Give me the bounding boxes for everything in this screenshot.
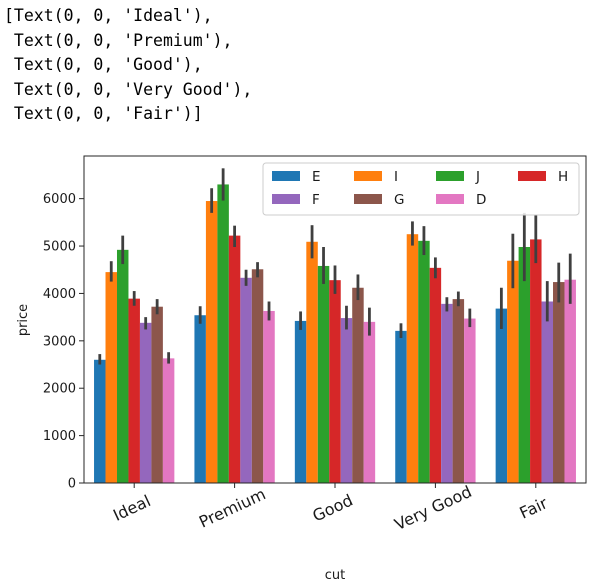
- bar-D-Fair: [564, 279, 576, 483]
- x-tick-label: Fair: [517, 493, 551, 522]
- bar-E-Premium: [194, 315, 206, 483]
- bar-I-Fair: [507, 260, 519, 483]
- bar-G-Premium: [251, 269, 264, 483]
- legend-label-J: J: [475, 169, 480, 185]
- error-bars-layer: [98, 168, 572, 365]
- output-line: Text(0, 0, 'Fair')]: [4, 104, 203, 124]
- y-axis-label: price: [16, 304, 31, 336]
- bar-J-Good: [317, 265, 330, 483]
- bar-I-Premium: [205, 201, 218, 484]
- y-tick-label: 0: [68, 477, 76, 492]
- legend-label-D: D: [476, 192, 486, 208]
- y-tick-label: 6000: [43, 192, 76, 207]
- bar-F-Ideal: [139, 322, 152, 483]
- output-line: Text(0, 0, 'Premium'),: [4, 30, 233, 50]
- bar-G-Very Good: [452, 299, 465, 483]
- bar-H-Fair: [530, 239, 542, 483]
- output-line: Text(0, 0, 'Very Good'),: [4, 79, 253, 99]
- x-tick-label: Ideal: [110, 491, 153, 525]
- legend-frame: [262, 162, 580, 216]
- x-axis: Ideal Premium Good Very Good Fair: [110, 482, 551, 534]
- output-line: [Text(0, 0, 'Ideal'),: [4, 6, 213, 25]
- legend-label-I: I: [394, 169, 398, 185]
- bar-D-Good: [363, 321, 376, 483]
- y-tick-label: 3000: [43, 334, 76, 349]
- bar-H-Very Good: [429, 267, 442, 483]
- legend-swatch-H: [518, 171, 546, 181]
- bar-E-Very Good: [395, 330, 407, 483]
- cell-output-text: [Text(0, 0, 'Ideal'), Text(0, 0, 'Premiu…: [4, 4, 252, 127]
- bar-G-Good: [352, 287, 364, 483]
- legend-swatch-F: [272, 194, 300, 204]
- y-tick-label: 2000: [43, 382, 76, 397]
- x-axis-label: cut: [325, 568, 345, 583]
- bar-E-Fair: [495, 308, 508, 483]
- bar-J-Ideal: [116, 249, 129, 483]
- legend-swatch-E: [272, 171, 300, 181]
- bar-D-Ideal: [162, 358, 175, 483]
- bar-D-Very Good: [464, 318, 476, 483]
- bars-layer: [94, 184, 576, 484]
- bar-H-Premium: [228, 235, 241, 483]
- legend-swatch-I: [354, 171, 382, 181]
- bar-I-Ideal: [105, 272, 117, 483]
- bar-G-Ideal: [151, 306, 163, 483]
- bar-H-Ideal: [128, 298, 140, 483]
- legend-swatch-G: [354, 194, 382, 204]
- bar-D-Premium: [263, 310, 275, 483]
- y-tick-label: 1000: [43, 429, 76, 444]
- bar-H-Good: [329, 280, 341, 483]
- bar-E-Ideal: [94, 359, 106, 483]
- bar-J-Very Good: [418, 240, 430, 483]
- bar-E-Good: [294, 320, 307, 483]
- x-tick-label: Good: [310, 491, 356, 526]
- bar-J-Premium: [217, 184, 229, 483]
- legend-label-F: F: [312, 192, 320, 208]
- bar-F-Very Good: [441, 303, 453, 483]
- x-tick-label: Very Good: [392, 482, 475, 534]
- legend-label-E: E: [312, 169, 321, 185]
- legend-swatch-D: [436, 194, 464, 204]
- y-axis: 0 1000 2000 3000 4000 5000 6000: [43, 192, 84, 492]
- legend-label-H: H: [558, 169, 568, 185]
- bar-G-Fair: [553, 282, 565, 483]
- y-tick-label: 4000: [43, 287, 76, 302]
- bar-F-Good: [340, 318, 353, 483]
- y-tick-label: 5000: [43, 240, 76, 255]
- legend: E I J H F G D: [262, 162, 580, 216]
- legend-swatch-J: [436, 171, 464, 181]
- x-tick-label: Premium: [196, 484, 269, 531]
- bar-F-Premium: [240, 277, 252, 483]
- output-line: Text(0, 0, 'Good'),: [4, 55, 203, 75]
- bar-J-Fair: [518, 246, 531, 483]
- legend-label-G: G: [394, 192, 404, 208]
- bar-F-Fair: [541, 301, 554, 483]
- bar-I-Good: [306, 241, 318, 483]
- bar-I-Very Good: [406, 234, 419, 483]
